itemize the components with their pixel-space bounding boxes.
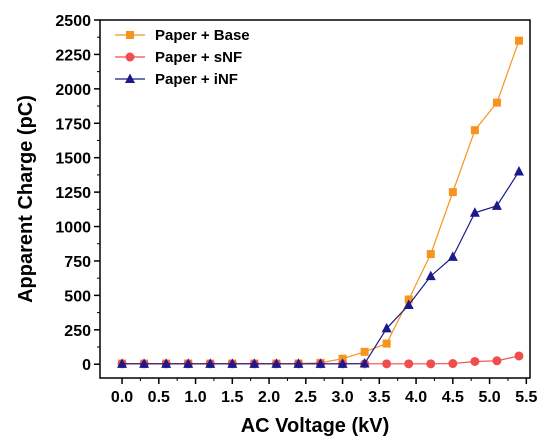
data-point <box>359 358 370 368</box>
x-tick-label: 2.5 <box>295 389 317 406</box>
legend-marker <box>125 52 135 62</box>
y-axis-ticks: 0 250 500 750 1000 1250 1500 1750 2000 2250 2500 <box>55 13 100 374</box>
data-point <box>161 358 172 368</box>
data-point <box>492 98 501 107</box>
y-tick-label: 1750 <box>55 116 91 133</box>
y-tick-label: 1250 <box>55 185 91 202</box>
x-tick-label: 3.0 <box>331 389 353 406</box>
data-point <box>271 358 282 368</box>
data-point <box>293 358 304 368</box>
x-axis-ticks: 0.0 0.5 1.0 1.5 2.0 2.5 3.0 3.5 4.0 4.5 5.0 5.5 <box>111 378 538 406</box>
y-tick-label: 2000 <box>55 82 91 99</box>
data-point <box>404 295 413 304</box>
data-point <box>513 165 524 176</box>
data-point <box>205 358 216 368</box>
y-tick-label: 1500 <box>55 151 91 168</box>
legend-label: Paper + iNF <box>155 71 238 88</box>
legend-label: Paper + Base <box>155 27 250 44</box>
data-point <box>469 207 480 217</box>
y-tick-label: 2500 <box>55 13 91 30</box>
data-point <box>117 358 128 368</box>
x-tick-label: 3.5 <box>368 389 390 406</box>
x-tick-label: 0.0 <box>111 389 133 406</box>
series-line <box>122 40 520 365</box>
data-point <box>360 347 369 356</box>
y-tick-label: 0 <box>82 357 91 374</box>
data-point <box>404 359 414 369</box>
data-point <box>381 322 392 333</box>
series-line <box>122 171 520 365</box>
plot-border <box>99 19 531 379</box>
data-point <box>425 270 436 281</box>
legend: Paper + Base Paper + sNF Paper + iNF <box>115 27 250 88</box>
x-tick-label: 5.0 <box>478 389 500 406</box>
plot-frame <box>99 19 531 379</box>
data-point <box>470 356 480 366</box>
legend-label: Paper + sNF <box>155 49 242 66</box>
data-point <box>139 358 150 368</box>
series-layer <box>117 36 524 369</box>
y-tick-label: 2250 <box>55 47 91 64</box>
x-axis-title: AC Voltage (kV) <box>241 415 390 437</box>
legend-marker <box>125 73 135 83</box>
data-point <box>448 359 458 369</box>
x-tick-label: 0.5 <box>148 389 170 406</box>
data-point <box>337 358 348 368</box>
data-point <box>403 299 414 310</box>
x-tick-label: 5.5 <box>515 389 537 406</box>
data-point <box>426 250 435 259</box>
x-tick-label: 4.5 <box>442 389 464 406</box>
data-point <box>491 200 502 210</box>
data-point <box>382 359 392 369</box>
data-point <box>447 251 458 261</box>
data-point <box>249 358 260 368</box>
data-point <box>426 359 436 369</box>
data-point <box>227 358 238 368</box>
data-point <box>514 351 524 361</box>
data-point <box>183 358 194 368</box>
data-point <box>382 339 391 348</box>
y-axis-title: Apparent Charge (pC) <box>15 95 37 303</box>
legend-marker <box>126 31 134 39</box>
series-paper-inf <box>117 165 524 368</box>
y-tick-label: 750 <box>64 254 91 271</box>
y-tick-label: 250 <box>64 323 91 340</box>
x-tick-label: 4.0 <box>405 389 427 406</box>
x-tick-label: 2.0 <box>258 389 280 406</box>
data-point <box>514 36 523 45</box>
x-tick-label: 1.5 <box>221 389 243 406</box>
data-point <box>470 126 479 135</box>
data-point <box>315 358 326 368</box>
x-tick-label: 1.0 <box>184 389 206 406</box>
y-tick-label: 1000 <box>55 220 91 237</box>
data-point <box>448 188 457 197</box>
y-tick-label: 500 <box>64 288 91 305</box>
data-point <box>492 356 502 366</box>
